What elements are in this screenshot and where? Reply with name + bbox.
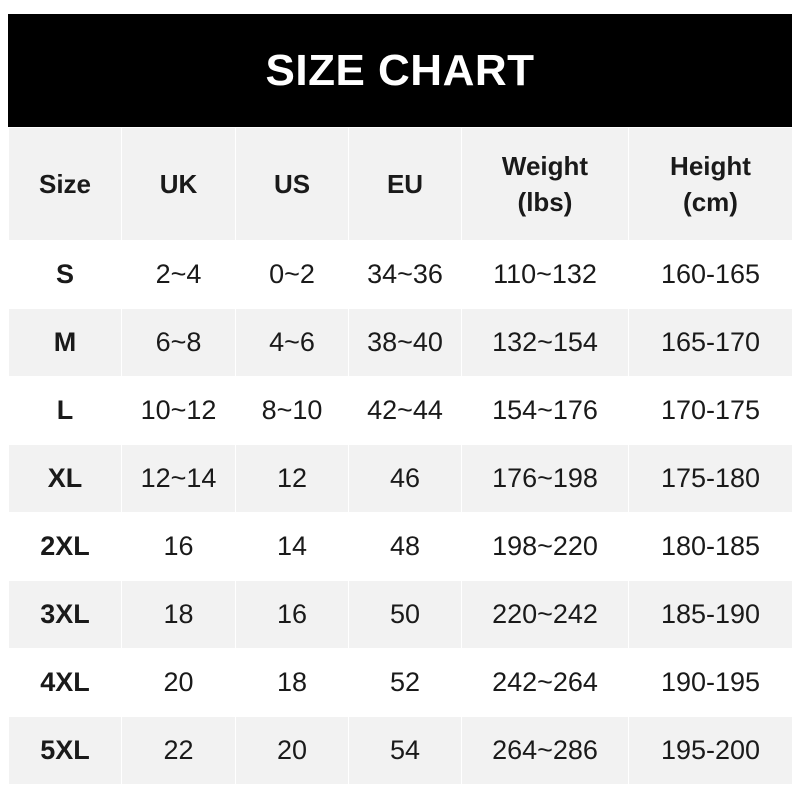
- table-cell: 2~4: [121, 240, 236, 309]
- table-cell: 170-175: [628, 376, 793, 445]
- table-cell: 160-165: [628, 240, 793, 309]
- table-cell: 20: [235, 716, 349, 785]
- table-cell: 4~6: [235, 308, 349, 377]
- table-cell: 220~242: [461, 580, 629, 649]
- size-chart-table: Size UK US EU Weight (lbs) Height (cm) S 2~4 0~…: [8, 127, 793, 785]
- table-cell: 52: [348, 648, 462, 717]
- size-label: L: [8, 376, 122, 445]
- table-cell: 195-200: [628, 716, 793, 785]
- table-cell: 18: [121, 580, 236, 649]
- size-label: 3XL: [8, 580, 122, 649]
- table-row: 5XL 22 20 54 264~286 195-200: [8, 716, 793, 785]
- table-cell: 16: [121, 512, 236, 581]
- table-cell: 132~154: [461, 308, 629, 377]
- table-row: XL 12~14 12 46 176~198 175-180: [8, 444, 793, 513]
- table-cell: 10~12: [121, 376, 236, 445]
- table-cell: 42~44: [348, 376, 462, 445]
- table-cell: 20: [121, 648, 236, 717]
- table-cell: 175-180: [628, 444, 793, 513]
- table-cell: 12: [235, 444, 349, 513]
- table-row: S 2~4 0~2 34~36 110~132 160-165: [8, 240, 793, 309]
- table-row: L 10~12 8~10 42~44 154~176 170-175: [8, 376, 793, 445]
- table-cell: 38~40: [348, 308, 462, 377]
- table-cell: 110~132: [461, 240, 629, 309]
- size-label: 5XL: [8, 716, 122, 785]
- table-cell: 22: [121, 716, 236, 785]
- table-cell: 165-170: [628, 308, 793, 377]
- table-cell: 185-190: [628, 580, 793, 649]
- table-cell: 50: [348, 580, 462, 649]
- table-cell: 48: [348, 512, 462, 581]
- column-header: EU: [348, 127, 462, 241]
- table-cell: 16: [235, 580, 349, 649]
- table-cell: 0~2: [235, 240, 349, 309]
- size-label: 4XL: [8, 648, 122, 717]
- table-cell: 242~264: [461, 648, 629, 717]
- table-row: M 6~8 4~6 38~40 132~154 165-170: [8, 308, 793, 377]
- column-header: Size: [8, 127, 122, 241]
- table-cell: 34~36: [348, 240, 462, 309]
- table-cell: 176~198: [461, 444, 629, 513]
- table-cell: 8~10: [235, 376, 349, 445]
- size-label: S: [8, 240, 122, 309]
- table-cell: 180-185: [628, 512, 793, 581]
- header-row: Size UK US EU Weight (lbs) Height (cm): [8, 127, 793, 241]
- table-cell: 46: [348, 444, 462, 513]
- table-cell: 6~8: [121, 308, 236, 377]
- column-header: US: [235, 127, 349, 241]
- column-header: Weight (lbs): [461, 127, 629, 241]
- size-label: M: [8, 308, 122, 377]
- page-title: SIZE CHART: [8, 14, 792, 127]
- table-cell: 190-195: [628, 648, 793, 717]
- size-label: XL: [8, 444, 122, 513]
- table-row: 4XL 20 18 52 242~264 190-195: [8, 648, 793, 717]
- table-cell: 12~14: [121, 444, 236, 513]
- table-cell: 18: [235, 648, 349, 717]
- table-cell: 198~220: [461, 512, 629, 581]
- table-cell: 14: [235, 512, 349, 581]
- table-cell: 54: [348, 716, 462, 785]
- column-header: Height (cm): [628, 127, 793, 241]
- table-cell: 264~286: [461, 716, 629, 785]
- table-cell: 154~176: [461, 376, 629, 445]
- column-header: UK: [121, 127, 236, 241]
- size-label: 2XL: [8, 512, 122, 581]
- table-row: 3XL 18 16 50 220~242 185-190: [8, 580, 793, 649]
- table-row: 2XL 16 14 48 198~220 180-185: [8, 512, 793, 581]
